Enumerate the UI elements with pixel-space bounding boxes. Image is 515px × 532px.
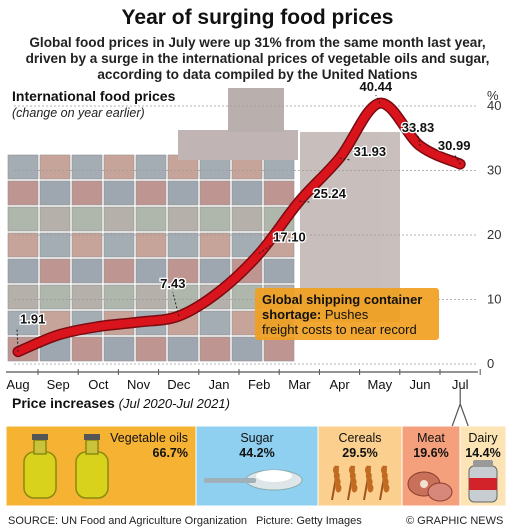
annotation-box (255, 288, 439, 340)
data-label-apr: 31.93 (354, 144, 387, 159)
x-tick-label-jul: Jul (452, 377, 469, 392)
price-card-label: Dairy (468, 431, 498, 445)
x-tick-label-feb: Feb (248, 377, 270, 392)
annotation-text: Global shipping container shortage: Pushe… (262, 292, 422, 337)
data-label-feb: 17.10 (273, 230, 306, 245)
x-axis: Aug Sep Oct Nov Dec Jan Feb Mar Apr May Jun Jul (6, 369, 481, 392)
price-increases-period: (Jul 2020-Jul 2021) (118, 396, 230, 411)
x-tick-label-dec: Dec (167, 377, 191, 392)
price-increase-panel: Vegetable oils66.7%Sugar44.2%Cereals29.5… (5, 386, 507, 507)
price-card-label: Meat (417, 431, 445, 445)
page-title: Year of surging food prices (121, 6, 394, 29)
data-label-aug: 1.91 (20, 312, 45, 327)
leader-line (299, 200, 311, 203)
graphic-news-credit: © GRAPHIC NEWS (406, 515, 504, 527)
data-label-jul: 30.99 (438, 138, 471, 153)
x-tick-label-sep: Sep (47, 377, 70, 392)
y-tick-10: 10 (487, 292, 501, 307)
data-label-dec: 7.43 (160, 276, 185, 291)
leader-line (417, 135, 421, 146)
price-card-value: 29.5% (342, 446, 377, 460)
shipping-annotation: Global shipping container shortage: Pushe… (255, 288, 439, 340)
series-line (14, 99, 465, 356)
sugar-spoon-icon (204, 469, 303, 491)
picture-credit: Picture: Getty Images (256, 515, 362, 527)
x-tick-label-apr: Apr (329, 377, 350, 392)
x-tick-label-aug: Aug (6, 377, 29, 392)
price-card-value: 66.7% (153, 446, 188, 460)
price-card-value: 44.2% (239, 446, 274, 460)
price-series (12, 97, 466, 358)
leader-line (339, 157, 351, 161)
chart-title: International food prices (12, 88, 176, 104)
price-card-value: 19.6% (413, 446, 448, 460)
milk-can-icon (468, 460, 498, 503)
leader-line (16, 327, 19, 352)
y-tick-labels: 0 10 20 30 40 (487, 98, 501, 371)
price-increases-title: Price increases (Jul 2020-Jul 2021) (12, 395, 230, 411)
price-card-bg (195, 425, 319, 507)
jul-connector (451, 386, 469, 427)
y-gridlines (14, 105, 478, 365)
source-credit: SOURCE: UN Food and Agriculture Organiza… (8, 515, 248, 527)
chart-subtitle: (change on year earlier) (12, 106, 145, 120)
leader-line (172, 291, 180, 317)
price-increases-label: Price increases (12, 395, 115, 411)
y-tick-30: 30 (487, 163, 501, 178)
price-card-label: Cereals (338, 431, 381, 445)
y-tick-20: 20 (487, 227, 501, 242)
price-card-label: Sugar (240, 431, 273, 445)
y-unit-label: % (487, 88, 499, 103)
x-tick-label-nov: Nov (127, 377, 151, 392)
x-tick-label-jun: Jun (410, 377, 431, 392)
data-label-may: 40.44 (360, 79, 393, 94)
footer: SOURCE: UN Food and Agriculture Organiza… (0, 510, 515, 532)
wheat-icon (331, 465, 390, 501)
leader-line (375, 94, 381, 104)
oil-bottles-icon (23, 434, 109, 499)
y-tick-0: 0 (487, 356, 494, 371)
leader-line (453, 153, 461, 165)
x-tick-label-may: May (368, 377, 393, 392)
y-tick-40: 40 (487, 98, 501, 113)
data-label-jun: 33.83 (402, 120, 435, 135)
meat-icon (407, 471, 453, 502)
price-card-bg (317, 425, 403, 507)
data-label-mar: 25.24 (313, 186, 346, 201)
x-tick-label-jan: Jan (209, 377, 230, 392)
price-card-label: Vegetable oils (110, 431, 188, 445)
page-subtitle: Global food prices in July were up 31% f… (25, 35, 490, 82)
x-tick-label-mar: Mar (288, 377, 311, 392)
x-tick-label-oct: Oct (88, 377, 109, 392)
price-card-value: 14.4% (465, 446, 500, 460)
